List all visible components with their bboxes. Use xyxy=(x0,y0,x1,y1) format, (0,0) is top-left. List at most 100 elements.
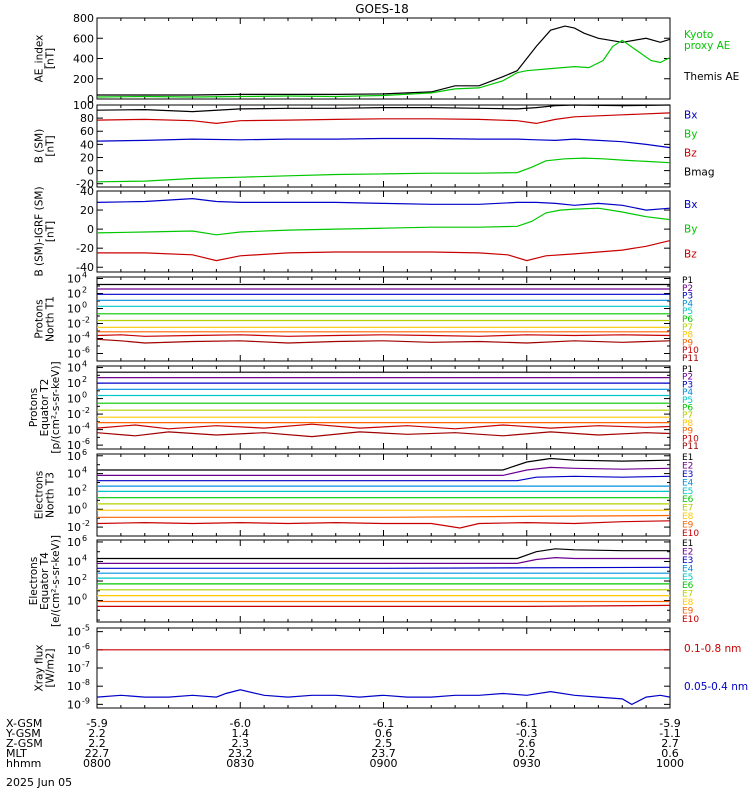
y-axis-label: Protons xyxy=(34,299,46,338)
legend-label: Bmag xyxy=(684,167,715,179)
y-tick-label: 40 xyxy=(80,185,94,198)
y-tick-label: 10 xyxy=(67,450,81,463)
y-axis-label: B (SM)-IGRF (SM) xyxy=(34,186,46,276)
series-line xyxy=(97,475,671,482)
legend-label: P4 xyxy=(682,388,693,398)
y-tick-exponent: 2 xyxy=(82,286,87,295)
legend-label: E7 xyxy=(682,504,693,514)
legend-label: Themis AE xyxy=(683,71,739,83)
legend-label: E2 xyxy=(682,461,693,471)
footer-row-label: MLT xyxy=(6,747,27,760)
footer-cell: -5.9 xyxy=(659,717,680,730)
series-line xyxy=(97,604,671,608)
series-line xyxy=(97,514,671,518)
footer-cell: 2.7 xyxy=(661,737,679,750)
legend-label: E10 xyxy=(682,615,699,625)
legend-label: E4 xyxy=(682,564,694,574)
y-tick-label: -20 xyxy=(76,242,94,255)
y-tick-exponent: 0 xyxy=(82,391,87,400)
y-tick-exponent: -6 xyxy=(82,346,90,355)
y-tick-exponent: -4 xyxy=(82,422,90,431)
footer-cell: -5.9 xyxy=(86,717,107,730)
y-tick-label: 600 xyxy=(73,32,94,45)
y-axis-label: Protons xyxy=(28,388,40,427)
footer-row-label: X-GSM xyxy=(6,717,42,730)
y-tick-label: 10 xyxy=(67,318,81,331)
legend-label: Bz xyxy=(684,248,697,260)
legend-label: E9 xyxy=(682,607,694,617)
y-axis-label: Electrons xyxy=(34,471,46,520)
y-axis-label: B (SM) xyxy=(34,129,46,163)
y-tick-label: 10 xyxy=(67,595,81,608)
panel-frame xyxy=(96,17,671,100)
legend-label: P6 xyxy=(682,404,693,414)
series-line xyxy=(97,25,671,96)
series-line xyxy=(96,137,671,149)
series-line xyxy=(96,520,671,529)
y-tick-label: -40 xyxy=(76,261,94,274)
footer-cell: -6.1 xyxy=(516,717,537,730)
legend-label: P5 xyxy=(682,307,693,317)
y-tick-exponent: 4 xyxy=(82,271,87,280)
legend-label: P6 xyxy=(682,315,693,325)
legend-label: P2 xyxy=(682,373,693,383)
legend-label: 0.05-0.4 nm xyxy=(684,681,748,693)
y-tick-label: 10 xyxy=(67,439,81,452)
footer-row-label: hhmm xyxy=(6,757,41,770)
series-line xyxy=(97,548,670,560)
footer-cell: -6.1 xyxy=(373,717,394,730)
series-line xyxy=(96,423,671,430)
legend-label: E9 xyxy=(682,521,694,531)
legend-label: P1 xyxy=(682,365,693,375)
legend-label: P1 xyxy=(682,276,693,286)
y-tick-exponent: 2 xyxy=(82,375,87,384)
y-tick-exponent: 6 xyxy=(82,534,87,543)
y-tick-label: 20 xyxy=(80,204,94,217)
y-tick-exponent: -6 xyxy=(82,642,90,651)
y-tick-label: 10 xyxy=(67,424,81,437)
legend-label: E3 xyxy=(682,556,693,566)
plot-title: GOES-18 xyxy=(355,2,409,16)
y-axis-label: Electrons xyxy=(28,557,40,606)
footer-cell: 1000 xyxy=(656,757,684,770)
date-label: 2025 Jun 05 xyxy=(6,776,72,789)
footer-cell: 23.2 xyxy=(228,747,253,760)
series-line xyxy=(96,157,671,183)
panel-frame xyxy=(96,365,671,450)
y-axis-label: North T3 xyxy=(45,472,57,518)
legend-label: 0.1-0.8 nm xyxy=(684,643,741,655)
y-tick-label: 100 xyxy=(73,99,94,112)
footer-cell: 0900 xyxy=(370,757,398,770)
y-axis-label: Equator T4 xyxy=(39,552,51,610)
y-tick-label: 0 xyxy=(87,223,94,236)
y-tick-label: 800 xyxy=(73,12,94,25)
y-tick-exponent: -4 xyxy=(82,331,90,340)
y-tick-label: 10 xyxy=(67,485,81,498)
y-tick-label: 10 xyxy=(67,555,81,568)
y-axis-label: Equator T2 xyxy=(39,379,51,437)
y-tick-label: 10 xyxy=(67,377,81,390)
y-tick-label: 10 xyxy=(67,393,81,406)
y-axis-label: North T1 xyxy=(45,296,57,342)
footer-cell: 0.6 xyxy=(375,727,393,740)
y-tick-label: 40 xyxy=(80,138,94,151)
y-tick-label: 10 xyxy=(67,662,81,675)
y-axis-label: [nT] xyxy=(45,221,57,242)
y-tick-exponent: 2 xyxy=(82,573,87,582)
panel-frame xyxy=(96,539,671,623)
legend-label: Bz xyxy=(684,147,697,159)
y-tick-exponent: 4 xyxy=(82,360,87,369)
y-axis-label: [e/(cm²-s-sr-keV)] xyxy=(50,535,62,627)
legend-label: P11 xyxy=(682,354,699,364)
series-line xyxy=(96,334,671,337)
footer-cell: 0.6 xyxy=(661,747,679,760)
y-axis-label: [nT] xyxy=(45,135,57,156)
y-tick-exponent: 0 xyxy=(82,301,87,310)
series-line xyxy=(97,466,671,476)
footer-cell: 2.2 xyxy=(88,727,106,740)
series-line xyxy=(96,338,671,344)
